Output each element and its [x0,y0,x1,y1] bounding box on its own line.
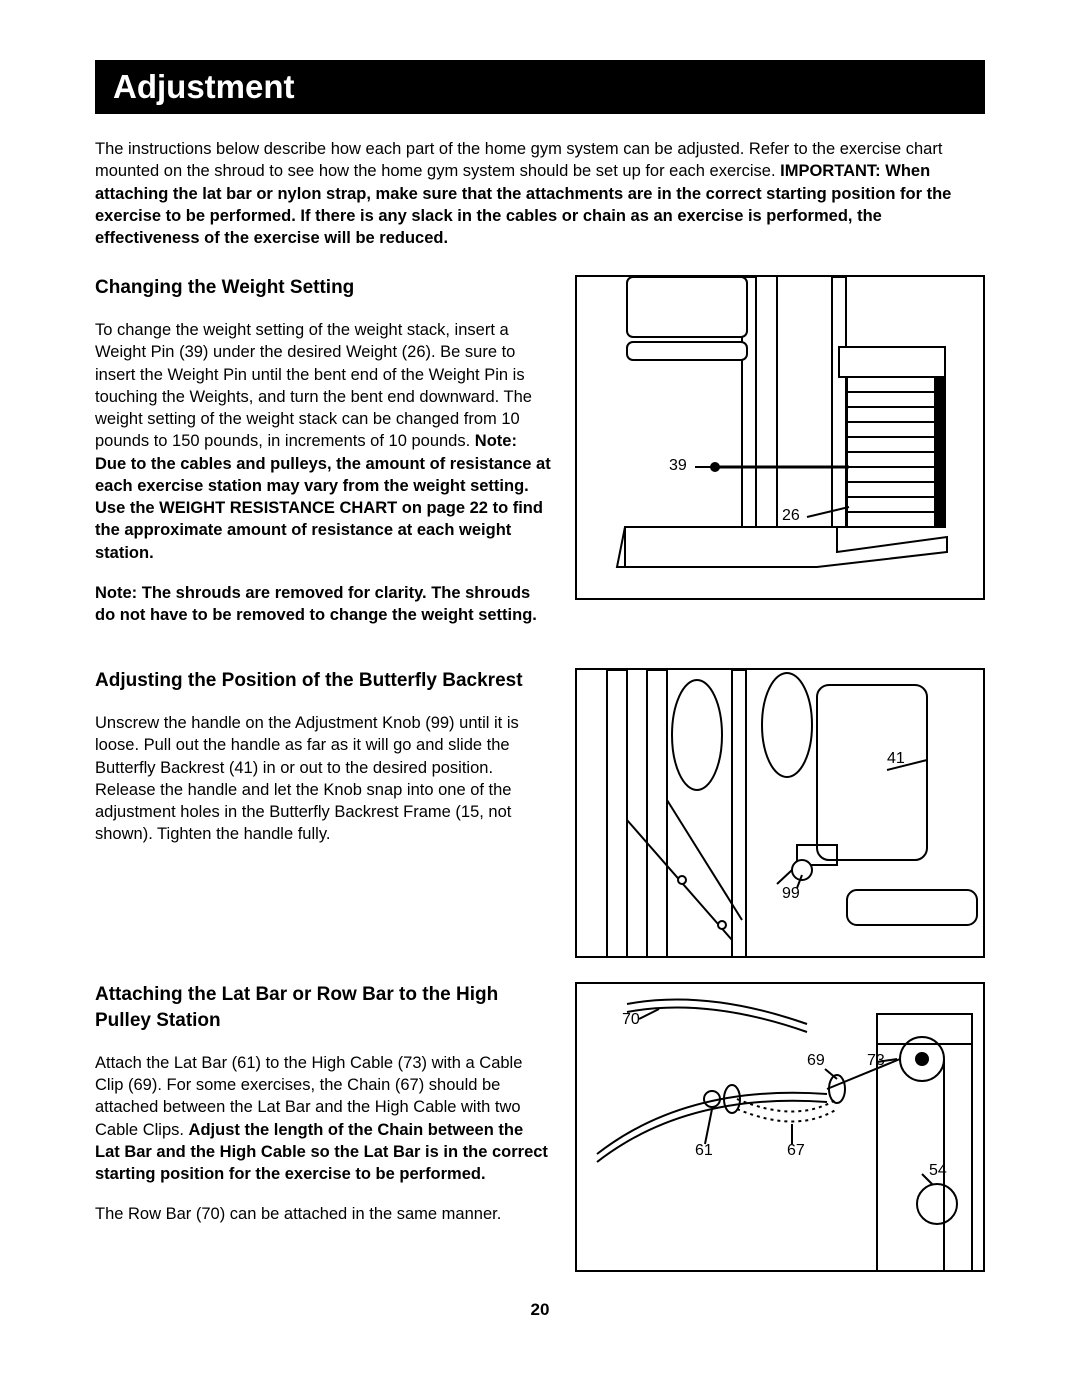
callout-73: 73 [867,1052,885,1070]
section-text: Changing the Weight Setting To change th… [95,275,551,644]
section-figure: 70 69 73 61 67 54 [575,982,985,1272]
section-heading: Changing the Weight Setting [95,275,551,301]
section-para2: Note: The shrouds are removed for clarit… [95,582,551,627]
section-weight-setting: Changing the Weight Setting To change th… [95,275,985,644]
section-figure: 41 99 [575,668,985,958]
weight-stack-illustration [577,277,985,600]
section-heading: Attaching the Lat Bar or Row Bar to the … [95,982,551,1033]
callout-67: 67 [787,1142,805,1160]
section-para: Unscrew the handle on the Adjustment Kno… [95,712,551,846]
callout-39: 39 [669,457,687,475]
callout-61: 61 [695,1142,713,1160]
page-title: Adjustment [113,68,295,105]
section-heading: Adjusting the Position of the Butterfly … [95,668,551,694]
page-number: 20 [95,1300,985,1320]
backrest-illustration [577,670,985,958]
intro-paragraph: The instructions below describe how each… [95,138,985,249]
section-para2: The Row Bar (70) can be attached in the … [95,1203,551,1225]
section-para1: Attach the Lat Bar (61) to the High Cabl… [95,1052,551,1186]
section-text: Adjusting the Position of the Butterfly … [95,668,551,958]
callout-69: 69 [807,1052,825,1070]
callout-41: 41 [887,750,905,768]
callout-54: 54 [929,1162,947,1180]
section-lat-bar: Attaching the Lat Bar or Row Bar to the … [95,982,985,1272]
callout-26: 26 [782,507,800,525]
section-para1: To change the weight setting of the weig… [95,319,551,564]
figure-backrest: 41 99 [575,668,985,958]
section-text: Attaching the Lat Bar or Row Bar to the … [95,982,551,1272]
section-butterfly-backrest: Adjusting the Position of the Butterfly … [95,668,985,958]
figure-weight-stack: 39 26 [575,275,985,600]
figure-lat-bar: 70 69 73 61 67 54 [575,982,985,1272]
section-figure: 39 26 [575,275,985,644]
page-title-bar: Adjustment [95,60,985,114]
callout-99: 99 [782,885,800,903]
callout-70: 70 [622,1011,640,1029]
